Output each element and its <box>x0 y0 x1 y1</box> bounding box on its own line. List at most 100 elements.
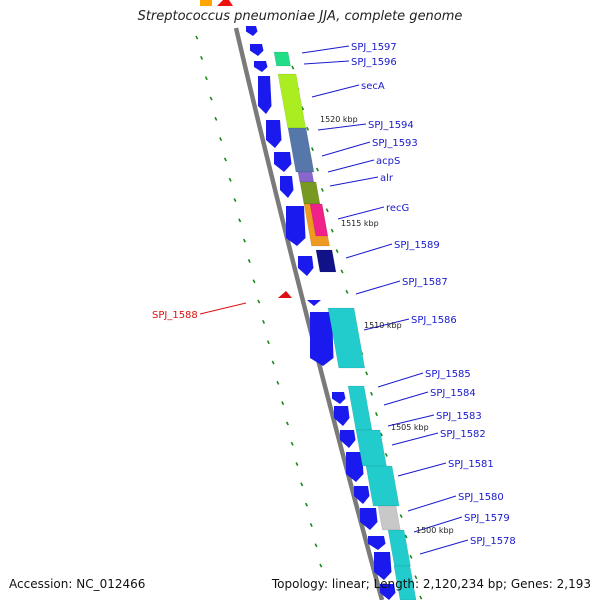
left-guide-tick <box>304 502 309 507</box>
right-guide-tick <box>301 106 305 111</box>
gene-label-9: SPJ_1589 <box>394 240 440 251</box>
cog-block-5 <box>299 181 321 205</box>
gene-arrow-1 <box>246 26 258 36</box>
scale-label-5: 1500 kbp <box>416 526 454 535</box>
scale-label-4: 1505 kbp <box>391 423 429 432</box>
right-guide-tick <box>404 534 408 539</box>
left-guide-tick <box>242 238 247 243</box>
gene-leader-6 <box>327 159 375 173</box>
gene-arrow-4 <box>258 76 272 114</box>
gene-leader-12 <box>377 372 424 388</box>
left-guide-tick <box>200 55 204 60</box>
left-guide-tick <box>204 76 208 81</box>
right-guide-tick <box>384 452 388 457</box>
left-guide-tick <box>300 482 304 487</box>
gene-leader-16 <box>397 462 447 477</box>
accession-text: Accession: NC_012466 <box>9 577 146 591</box>
cog-block-7 <box>309 203 329 237</box>
right-guide-tick <box>370 391 374 396</box>
gene-arrow-19 <box>380 584 396 600</box>
gene-arrow-2 <box>250 44 264 56</box>
cog-block-3 <box>287 127 315 173</box>
gene-label-17: SPJ_1580 <box>458 492 504 503</box>
cog-block-4 <box>297 171 315 183</box>
gene-leader-14 <box>387 414 435 427</box>
cog-block-8 <box>315 249 337 273</box>
gene-leader-19 <box>419 539 469 555</box>
gene-arrow-5 <box>266 120 282 148</box>
left-guide-tick <box>285 421 289 426</box>
cog-block-10 <box>347 385 373 431</box>
gene-leader-8 <box>337 206 385 220</box>
left-guide-tick <box>223 157 227 162</box>
gene-leader-1 <box>301 45 350 54</box>
gene-leader-15 <box>391 432 439 446</box>
left-guide-tick <box>209 96 213 101</box>
left-guide-tick <box>257 299 261 304</box>
gene-arrow-10 <box>310 312 334 366</box>
gene-label-1: SPJ_1597 <box>351 42 397 53</box>
genome-stats-text: Topology: linear; Length: 2,120,234 bp; … <box>271 577 591 591</box>
gene-leader-9 <box>345 243 393 259</box>
cog-block-12 <box>365 465 400 507</box>
right-guide-tick <box>335 249 339 254</box>
right-guide-tick <box>325 208 329 213</box>
cog-block-2 <box>277 73 307 129</box>
scale-label-3: 1510 kbp <box>364 321 402 330</box>
gene-label-10: SPJ_1587 <box>402 277 448 288</box>
gene-arrow-13 <box>340 430 356 448</box>
right-guide-tick <box>330 228 334 233</box>
gene-label-11: SPJ_1586 <box>411 315 457 326</box>
right-guide-tick <box>409 554 413 559</box>
left-guide-tick <box>214 116 218 121</box>
left-guide-tick <box>238 218 242 223</box>
gene-label-15: SPJ_1582 <box>440 429 486 440</box>
cog-block-13 <box>377 505 401 531</box>
gene-arrow-17 <box>368 536 386 550</box>
right-guide-tick <box>419 595 423 600</box>
right-guide-tick <box>310 147 315 152</box>
right-guide-tick <box>379 432 383 437</box>
gene-arrow-6 <box>274 152 292 172</box>
right-guide-tick <box>345 289 349 294</box>
gene-leader-17 <box>407 495 457 512</box>
scale-label-2: 1515 kbp <box>341 219 379 228</box>
left-guide-tick <box>309 523 313 527</box>
right-guide-tick <box>374 412 379 417</box>
gene-arrow-7 <box>280 176 294 198</box>
cog-block-1 <box>273 51 291 67</box>
gene-arrow-14 <box>346 452 364 482</box>
gene-label-6: acpS <box>376 156 400 167</box>
left-guide-tick <box>295 462 299 467</box>
right-guide-tick <box>399 514 403 519</box>
map-title: Streptococcus pneumoniae JJA, complete g… <box>137 9 463 24</box>
gene-arrow-3 <box>254 61 268 72</box>
gene-label-13: SPJ_1584 <box>430 388 476 399</box>
right-guide-tick <box>365 371 369 376</box>
right-guide-tick <box>315 167 319 172</box>
gene-leader-5 <box>321 141 371 157</box>
gene-arrow-12 <box>334 406 350 426</box>
gene-leader-4 <box>317 123 367 131</box>
left-guide-tick <box>271 360 275 365</box>
right-guide-tick <box>340 269 344 274</box>
gene-leader-18 <box>413 516 463 533</box>
left-guide-tick <box>276 380 280 385</box>
left-guide-tick <box>290 441 294 446</box>
left-guide-tick <box>262 319 266 324</box>
highlighted-gene-leader <box>199 302 247 315</box>
left-guide-tick <box>233 198 237 203</box>
gene-label-7: alr <box>380 173 394 184</box>
gene-leader-2 <box>303 60 350 65</box>
cog-block-14 <box>387 529 411 567</box>
scale-label-1: 1520 kbp <box>320 115 358 124</box>
gene-arrow-15 <box>354 486 370 504</box>
left-guide-tick <box>266 340 270 345</box>
gene-arrow-16 <box>360 508 378 530</box>
highlighted-gene-marker <box>278 291 292 298</box>
gene-arrow-11 <box>332 392 346 404</box>
left-guide-tick <box>228 177 232 182</box>
right-guide-tick <box>291 65 295 70</box>
gene-label-16: SPJ_1581 <box>448 459 494 470</box>
